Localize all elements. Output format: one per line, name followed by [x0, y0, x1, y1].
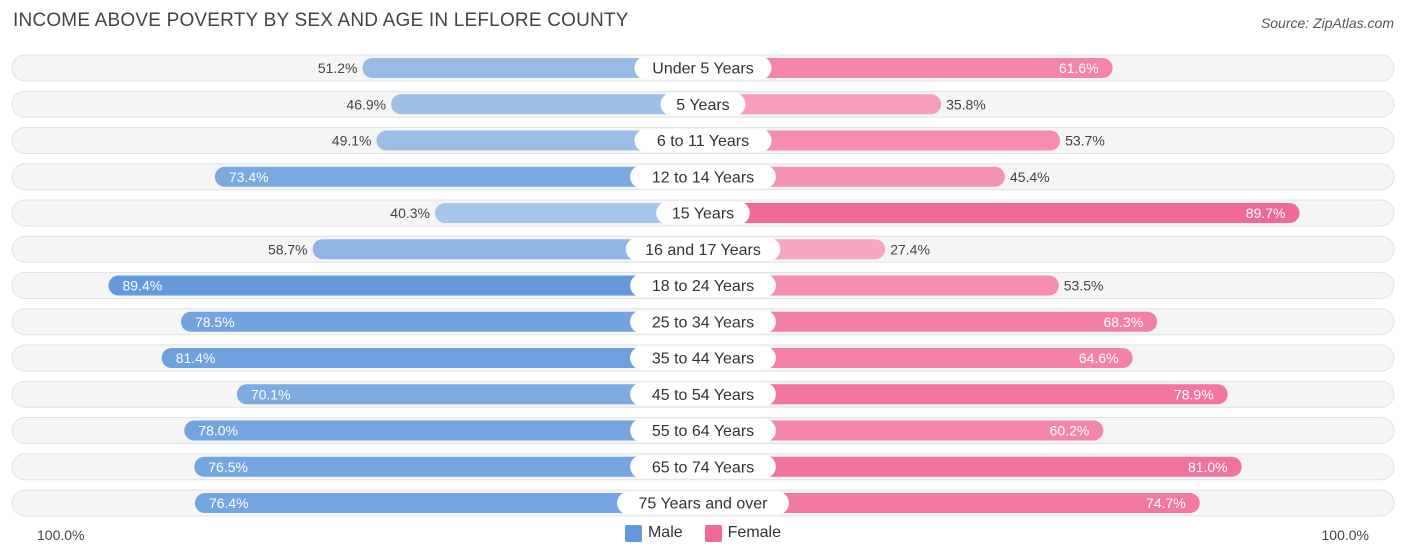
male-value-label: 76.4% [209, 495, 249, 511]
male-bar [376, 130, 703, 151]
chart-area: 51.2% 61.6% Under 5 Years 46.9% 35.8% 5 Years… [11, 54, 1395, 517]
female-bar [703, 130, 1061, 151]
category-label: 35 to 44 Years [652, 351, 754, 368]
category-pill [630, 165, 776, 189]
source-label: Source: ZipAtlas.com [1260, 15, 1394, 31]
category-label: 5 Years [676, 97, 729, 114]
category-pill [630, 419, 776, 442]
female-value-label: 45.4% [1010, 169, 1050, 185]
male-bar [236, 384, 703, 405]
male-value-label: 46.9% [346, 96, 386, 112]
category-label: 12 to 14 Years [652, 169, 754, 186]
male-value-label: 40.3% [390, 205, 430, 221]
male-value-label: 51.2% [318, 60, 358, 76]
category-pill [630, 382, 776, 406]
female-bar [703, 348, 1133, 368]
axis-right-label: 100.0% [1321, 527, 1369, 543]
female-bar [703, 456, 1242, 477]
category-pill [625, 237, 781, 261]
male-bar [194, 493, 703, 513]
category-label: 45 to 54 Years [652, 387, 754, 404]
male-value-label: 70.1% [251, 386, 291, 402]
chart-title: INCOME ABOVE POVERTY BY SEX AND AGE IN L… [13, 10, 629, 31]
male-value-label: 78.5% [195, 314, 235, 330]
category-pill [656, 201, 750, 225]
legend-female-swatch [704, 524, 722, 542]
legend-female: Female [704, 524, 782, 542]
male-bar [194, 456, 703, 477]
category-pill [634, 56, 772, 80]
male-bar [108, 275, 704, 296]
female-value-label: 35.8% [946, 96, 986, 112]
legend-male: Male [624, 524, 683, 542]
female-value-label: 53.7% [1065, 133, 1105, 149]
male-bar [391, 94, 703, 115]
legend-male-label: Male [647, 524, 683, 541]
male-bar [214, 166, 703, 187]
category-pill [630, 274, 776, 297]
category-label: 65 to 74 Years [652, 459, 754, 476]
female-value-label: 53.5% [1064, 278, 1104, 294]
category-pill [630, 346, 776, 370]
male-bar [435, 203, 703, 223]
category-label: 16 and 17 Years [645, 242, 761, 259]
female-value-label: 64.6% [1079, 350, 1119, 366]
female-value-label: 60.2% [1050, 423, 1090, 439]
male-bar [180, 311, 704, 332]
male-value-label: 89.4% [122, 278, 162, 294]
female-bar [703, 311, 1158, 332]
category-pill [630, 455, 776, 479]
female-bar [703, 420, 1104, 441]
legend-male-swatch [624, 524, 642, 542]
male-value-label: 58.7% [268, 241, 308, 257]
category-pill [630, 310, 776, 334]
category-label: 18 to 24 Years [652, 278, 754, 295]
female-bar [703, 493, 1200, 513]
female-value-label: 61.6% [1059, 60, 1099, 76]
female-bar [703, 58, 1113, 78]
female-value-label: 68.3% [1103, 314, 1143, 330]
female-value-label: 27.4% [890, 241, 930, 257]
category-label: 15 Years [672, 206, 734, 223]
category-pill [634, 129, 772, 152]
category-label: 75 Years and over [639, 496, 769, 513]
female-value-label: 81.0% [1188, 459, 1228, 475]
female-value-label: 74.7% [1146, 495, 1186, 511]
male-value-label: 76.5% [208, 459, 248, 475]
male-value-label: 78.0% [198, 423, 238, 439]
female-value-label: 78.9% [1174, 386, 1214, 402]
category-label: 25 to 34 Years [652, 314, 754, 331]
female-bar [703, 94, 942, 115]
category-label: 55 to 64 Years [652, 423, 754, 440]
male-value-label: 81.4% [176, 350, 216, 366]
legend-female-label: Female [727, 524, 782, 541]
female-bar [703, 203, 1300, 223]
category-label: Under 5 Years [652, 61, 753, 78]
male-value-label: 73.4% [229, 169, 269, 185]
female-bar [703, 166, 1005, 187]
legend: Male Female [0, 524, 1406, 542]
female-value-label: 89.7% [1246, 205, 1286, 221]
female-bar [703, 275, 1059, 296]
male-bar [312, 239, 703, 260]
male-value-label: 49.1% [332, 133, 372, 149]
male-bar [362, 58, 703, 78]
category-pill [660, 92, 746, 116]
axis-left-label: 100.0% [37, 527, 85, 543]
category-pill [617, 491, 789, 515]
male-bar [161, 348, 703, 368]
male-bar [184, 420, 704, 441]
female-bar [703, 384, 1228, 405]
category-label: 6 to 11 Years [657, 133, 749, 150]
